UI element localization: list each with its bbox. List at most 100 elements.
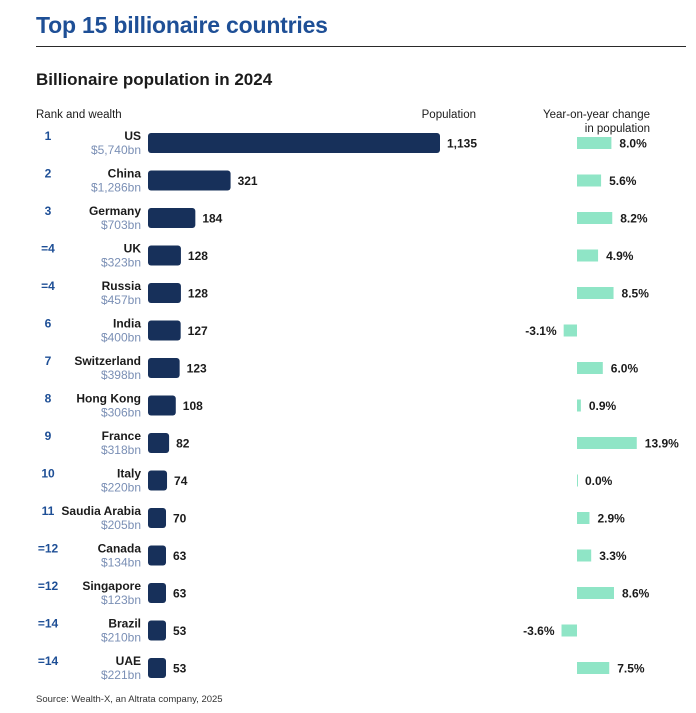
wealth-label: $5,740bn (91, 143, 141, 157)
population-bar (148, 508, 167, 528)
wealth-label: $703bn (101, 218, 141, 232)
country-label: Canada (98, 542, 142, 556)
population-bar (148, 133, 440, 153)
rank-label: =14 (38, 654, 59, 668)
header-yoy-line2: in population (584, 123, 650, 135)
header-rank-wealth: Rank and wealth (36, 109, 122, 121)
yoy-value: 0.0% (585, 474, 613, 488)
yoy-value: 8.6% (622, 587, 650, 601)
rank-label: =12 (38, 579, 59, 593)
title-divider (36, 46, 686, 47)
population-value: 82 (176, 437, 190, 451)
yoy-value: 6.0% (611, 362, 639, 376)
country-label: France (102, 429, 142, 443)
yoy-bar (577, 549, 592, 562)
population-bar (148, 358, 180, 378)
country-label: Germany (89, 204, 141, 218)
population-value: 128 (188, 287, 208, 301)
country-label: Russia (102, 279, 142, 293)
population-value: 53 (173, 624, 187, 638)
rank-label: 7 (45, 354, 52, 368)
yoy-value: 4.9% (606, 249, 634, 263)
wealth-label: $134bn (101, 556, 141, 570)
population-value: 53 (173, 662, 187, 676)
rank-label: 1 (45, 129, 52, 143)
rank-label: 10 (41, 467, 55, 481)
population-value: 63 (173, 549, 187, 563)
country-label: US (124, 129, 141, 143)
rank-label: 8 (45, 392, 52, 406)
population-bar (148, 283, 181, 303)
yoy-value: 7.5% (617, 662, 645, 676)
yoy-value: 2.9% (597, 512, 625, 526)
wealth-label: $398bn (101, 368, 141, 382)
chart-subtitle: Billionaire population in 2024 (36, 70, 273, 89)
country-label: Hong Kong (76, 392, 141, 406)
yoy-bar (577, 474, 578, 487)
yoy-bar (577, 362, 603, 374)
rank-label: 2 (45, 167, 52, 181)
source-note: Source: Wealth-X, an Altrata company, 20… (36, 694, 223, 705)
yoy-bar (577, 212, 613, 224)
yoy-bar (577, 137, 612, 149)
yoy-value: 8.5% (622, 287, 650, 301)
yoy-bar (561, 624, 577, 637)
rank-label: =4 (41, 279, 55, 293)
header-yoy-change: Year-on-year change in population (512, 108, 650, 136)
rank-label: =12 (38, 542, 59, 556)
population-value: 128 (188, 249, 208, 263)
yoy-value: 3.3% (599, 549, 627, 563)
population-bar (148, 245, 181, 266)
yoy-bar (577, 662, 610, 674)
country-label: Saudia Arabia (61, 504, 141, 518)
country-label: UK (124, 242, 142, 256)
country-label: India (113, 317, 141, 331)
population-bar (148, 583, 166, 603)
country-label: UAE (116, 654, 141, 668)
population-value: 321 (238, 174, 258, 188)
wealth-label: $220bn (101, 481, 141, 495)
population-value: 74 (174, 474, 188, 488)
chart-title: Top 15 billionaire countries (36, 12, 328, 38)
rank-label: 6 (45, 317, 52, 331)
population-bar (148, 170, 231, 191)
country-label: Switzerland (74, 354, 141, 368)
wealth-label: $318bn (101, 443, 141, 457)
yoy-value: 5.6% (609, 174, 637, 188)
population-bar (148, 433, 170, 453)
yoy-value: -3.6% (523, 624, 555, 638)
yoy-value: 0.9% (589, 399, 617, 413)
yoy-bar (563, 324, 577, 337)
population-bar (148, 658, 166, 678)
country-label: Italy (117, 467, 141, 481)
yoy-bar (577, 437, 637, 449)
country-label: China (108, 167, 142, 181)
rank-label: =4 (41, 242, 55, 256)
country-label: Brazil (108, 617, 141, 631)
rank-label: 11 (42, 504, 55, 518)
population-bar (148, 395, 176, 416)
wealth-label: $210bn (101, 631, 141, 645)
yoy-bar (577, 174, 602, 187)
yoy-bar (577, 249, 599, 262)
yoy-bar (577, 287, 614, 299)
population-value: 70 (173, 512, 187, 526)
population-bar (148, 545, 166, 566)
yoy-value: 13.9% (645, 437, 679, 451)
header-yoy-line1: Year-on-year change (543, 109, 650, 121)
wealth-label: $457bn (101, 293, 141, 307)
wealth-label: $205bn (101, 518, 141, 532)
wealth-label: $1,286bn (91, 181, 141, 195)
population-bar (148, 470, 168, 491)
yoy-bar (577, 587, 614, 599)
rank-label: 3 (45, 204, 52, 218)
header-population: Population (421, 109, 476, 121)
yoy-value: 8.0% (619, 137, 647, 151)
population-bar (148, 208, 196, 228)
yoy-value: 8.2% (620, 212, 648, 226)
rank-label: =14 (38, 617, 59, 631)
wealth-label: $123bn (101, 593, 141, 607)
yoy-value: -3.1% (525, 324, 557, 338)
country-label: Singapore (82, 579, 141, 593)
